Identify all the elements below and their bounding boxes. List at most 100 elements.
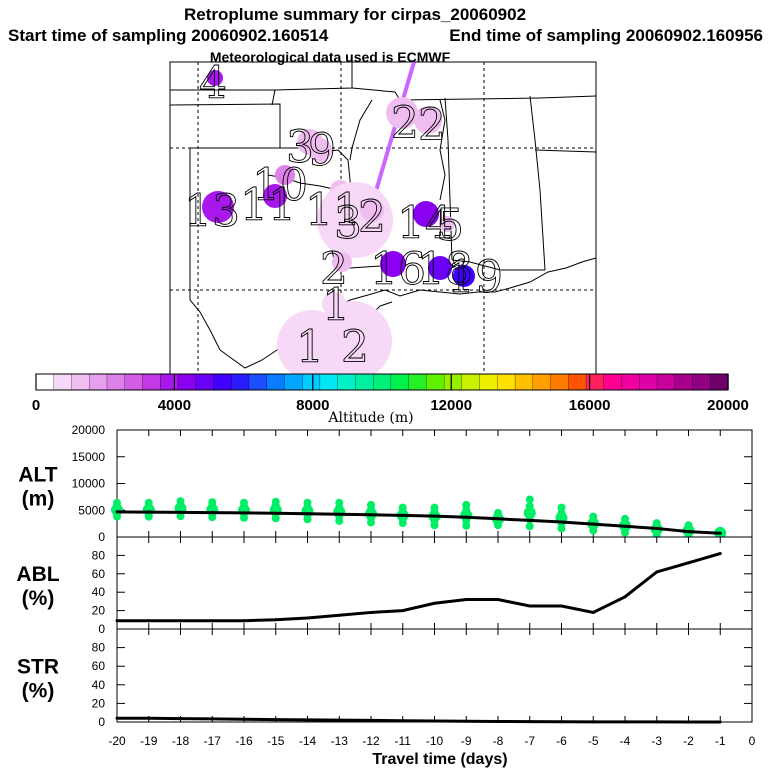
plume-number: 3 (334, 198, 362, 249)
abl-point (274, 618, 278, 622)
plume-circle (312, 301, 392, 381)
plume-number: 5 (436, 200, 464, 251)
plume-circle (453, 265, 475, 287)
plume-circle (332, 252, 352, 272)
alt-median-point (147, 510, 151, 514)
alt-spread-point (113, 498, 121, 507)
alt-spread-point (430, 503, 439, 512)
alt-median-point (560, 520, 563, 524)
colorbar-cell (674, 373, 694, 391)
plume-circle (386, 97, 418, 129)
plume-trajectory (369, 61, 416, 209)
plume-number: 9 (308, 125, 336, 176)
plume-circle (360, 198, 384, 222)
colorbar-cell (497, 373, 516, 391)
colorbar-cell (639, 373, 658, 391)
alt-spread-point (494, 508, 502, 517)
alt-median-point (210, 511, 214, 515)
alt-spread-point (621, 514, 629, 523)
colorbar-cell (319, 373, 339, 391)
str-point (687, 720, 690, 724)
panel-frame (116, 628, 753, 723)
str-point (337, 718, 341, 722)
x-tick-label: -15 (267, 734, 285, 748)
abl-point (401, 609, 405, 613)
plume-number: 2 (341, 322, 369, 373)
abl-point (242, 619, 246, 623)
alt-median-point (369, 513, 373, 517)
abl-point (464, 598, 468, 602)
alt-median-point (337, 512, 341, 516)
plume-circle (263, 184, 287, 208)
plume-circle (275, 165, 295, 185)
str-point (718, 720, 722, 724)
alt-median-point (687, 530, 690, 534)
plume-number: 19 (447, 252, 503, 303)
alt-spread-point (557, 503, 566, 512)
x-tick-label: -8 (493, 734, 504, 748)
str-point (591, 720, 595, 724)
y-axis-unit: (%) (22, 587, 55, 610)
y-tick-label: 60 (92, 567, 106, 581)
plume-number: 2 (358, 192, 386, 243)
x-tick-label: -17 (204, 734, 222, 748)
plume-number: 4 (199, 58, 227, 109)
colorbar-tick-label: 8000 (296, 397, 329, 414)
x-tick-label: -20 (108, 734, 126, 748)
plume-number: 11 (240, 180, 296, 231)
colorbar-cell (479, 373, 498, 391)
str-point (369, 718, 373, 722)
alt-median-point (306, 512, 309, 516)
alt-spread-point (176, 497, 185, 506)
alt-spread-point (240, 498, 248, 507)
alt-spread-point (589, 512, 598, 521)
y-axis-title: ALT (18, 464, 57, 487)
alt-spread-point (335, 498, 344, 507)
alt-median-point (655, 526, 659, 530)
x-tick-label: -12 (362, 734, 380, 748)
plume-number: 2 (320, 244, 348, 295)
abl-point (433, 601, 436, 605)
alt-spread-point (303, 498, 312, 507)
alt-median-point (274, 511, 278, 515)
colorbar-cell (35, 373, 55, 391)
colorbar-tick-label: 16000 (569, 397, 611, 414)
end-time-label: End time of sampling 20060902.160956 (449, 26, 763, 45)
colorbar-tick-label: 20000 (707, 397, 749, 414)
alt-median-point (718, 531, 722, 535)
alt-median-point (115, 510, 119, 514)
y-tick-label: 20 (92, 696, 106, 710)
str-point (242, 717, 246, 721)
plume-number: 1 (322, 280, 350, 331)
plume-number: 13 (184, 186, 240, 237)
x-tick-label: -3 (651, 734, 662, 748)
colorbar-ticks: 0 4000 8000 12000 16000 20000 (32, 374, 749, 414)
colorbar-cell (142, 373, 161, 391)
abl-point (306, 616, 309, 620)
y-tick-label: 20 (92, 604, 106, 618)
abl-point (718, 552, 722, 556)
alt-spread-point (367, 500, 375, 509)
plume-number: 3 (286, 122, 314, 173)
y-axis-unit: (%) (22, 680, 55, 703)
x-tick-label: -7 (524, 734, 535, 748)
met-data-label: Meteorological data used is ECMWF (210, 49, 451, 65)
str-line (117, 716, 721, 724)
x-tick-label: -16 (235, 734, 253, 748)
colorbar-cell (568, 373, 587, 391)
alt-median-point (623, 524, 627, 528)
colorbar-cell (621, 373, 640, 391)
alt-median-point (242, 511, 246, 515)
y-tick-label: 40 (92, 678, 106, 692)
colorbar-cell (550, 373, 569, 391)
alt-median-point (464, 515, 468, 519)
colorbar-cell (160, 373, 179, 391)
colorbar-cell (106, 373, 126, 391)
colorbar-cell (355, 373, 374, 391)
plume-number: 2 (391, 98, 419, 149)
x-tick-label: 0 (749, 734, 756, 748)
x-tick-label: -13 (331, 734, 349, 748)
plume-circles (202, 70, 475, 381)
